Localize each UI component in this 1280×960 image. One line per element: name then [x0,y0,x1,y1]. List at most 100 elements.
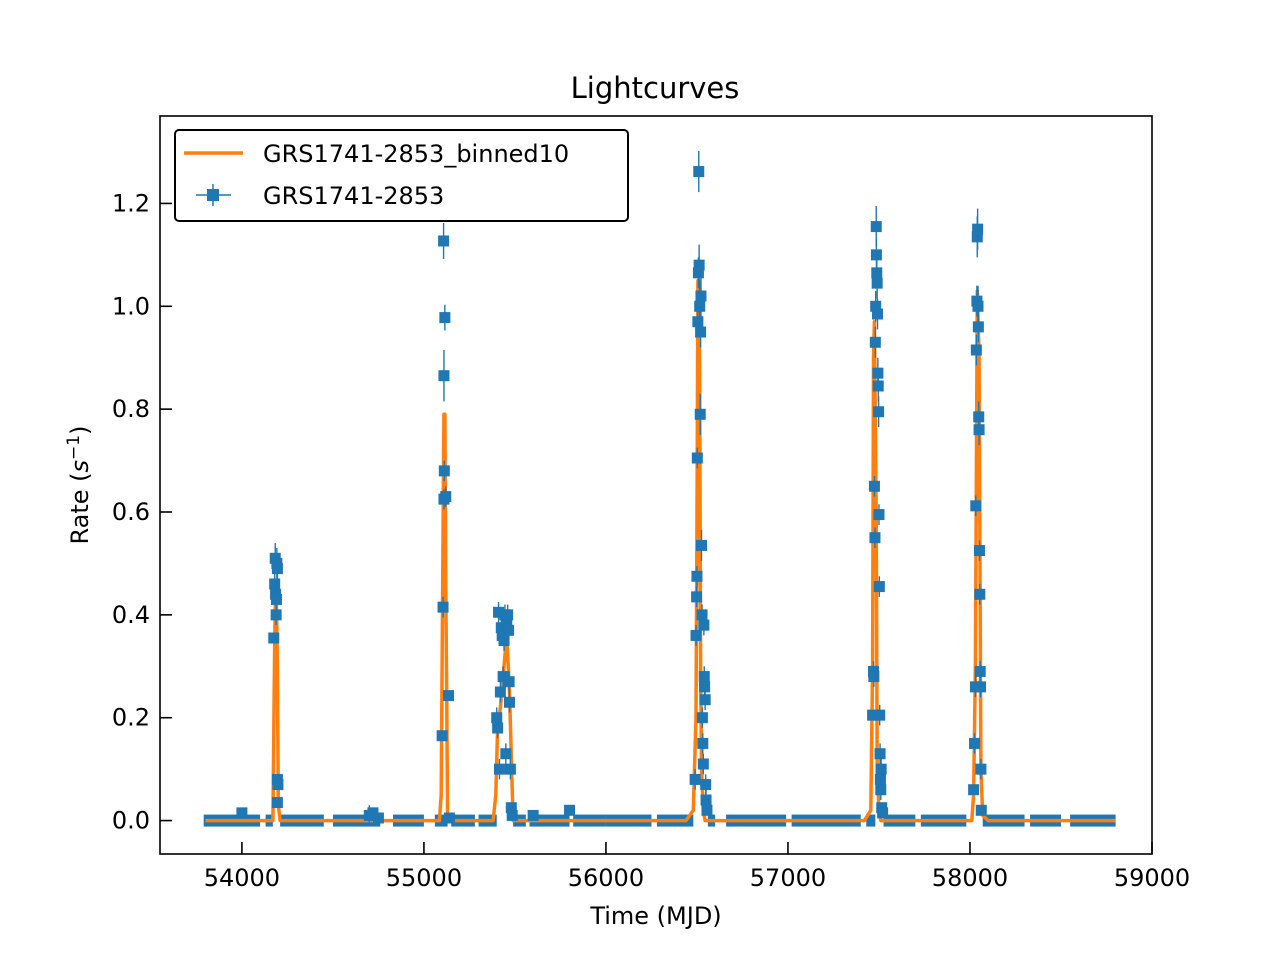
data-point [527,809,539,821]
x-tick-label: 57000 [750,864,826,892]
x-tick-label: 54000 [204,864,280,892]
legend-marker-swatch [207,189,219,201]
binned-series-line [205,278,1116,823]
y-tick-label: 0.0 [112,807,150,835]
data-point [873,576,885,597]
legend-label-raw: GRS1741-2853 [263,182,444,210]
data-point [503,692,515,713]
data-point [442,690,454,702]
data-point [492,717,504,739]
data-point [437,596,449,618]
y-axis-label-close: ) [66,426,94,435]
data-point [873,504,885,525]
svg-text:Rate (s−1): Rate (s−1) [64,426,94,545]
data-point [695,316,707,348]
data-point [271,797,283,809]
data-point [973,414,985,446]
legend-box [174,129,629,222]
legend: GRS1741-2853_binned10 GRS1741-2853 [174,129,629,222]
data-point [236,807,248,819]
y-tick-label: 0.4 [112,601,150,629]
data-point [874,704,886,726]
data-point [972,208,984,250]
data-point [691,447,703,469]
y-tick-label: 0.6 [112,498,150,526]
data-point [270,604,282,626]
data-point [874,743,886,764]
data-point [439,304,451,331]
data-point [867,709,879,721]
y-axis-label: Rate (s−1) [64,426,94,545]
data-point [701,804,713,816]
data-point [272,779,284,791]
y-axis-label-main: Rate ( [66,472,94,544]
data-point [875,758,887,780]
y-tick-label: 0.2 [112,704,150,732]
data-point [969,733,981,754]
data-point [696,707,708,728]
data-point [504,758,516,780]
x-tick-label: 58000 [932,864,1008,892]
data-point [691,586,703,608]
data-point [493,758,505,780]
x-tick-label: 56000 [568,864,644,892]
data-point [868,476,880,497]
data-point [871,267,883,299]
data-point [970,334,982,366]
y-axis-label-exponent: −1 [64,435,84,460]
data-point [699,689,711,710]
plot-area [203,150,1116,827]
data-point [697,733,709,754]
data-point [443,812,455,824]
data-point [493,602,505,623]
x-axis-label: Time (MJD) [589,902,721,930]
data-point [975,804,987,816]
data-point [694,393,706,435]
data-point [697,753,709,775]
data-point [506,809,518,821]
data-point [564,804,576,816]
data-point [869,527,881,548]
data-point [968,784,980,796]
data-point [869,326,881,358]
data-point [696,530,708,561]
data-point [694,280,706,332]
chart-title: Lightcurves [571,71,740,105]
y-tick-label: 1.2 [112,189,150,217]
data-point [438,460,450,482]
plot-frame [159,115,1153,855]
data-point [873,396,885,428]
data-point [691,566,703,587]
data-point [268,632,280,644]
y-tick-label: 1.0 [112,292,150,320]
data-point [698,614,710,636]
data-point [970,495,982,517]
x-tick-label: 55000 [386,864,462,892]
data-point [436,730,448,742]
data-point [502,604,514,626]
data-point [372,812,384,824]
data-point [693,244,705,286]
data-point [440,486,452,507]
data-point [271,553,283,584]
data-point [695,275,707,317]
legend-label-binned: GRS1741-2853_binned10 [263,140,569,168]
data-point [975,676,987,698]
data-point [503,620,515,641]
data-point [494,681,506,703]
data-point [438,222,450,259]
data-point [503,671,515,692]
data-point [973,540,985,561]
y-axis-label-unit: s [66,460,94,473]
x-tick-label: 59000 [1114,864,1190,892]
data-point [975,758,987,780]
data-point [974,584,986,605]
data-point [438,350,450,402]
x-axis-ticks: 54000 55000 56000 57000 58000 59000 [204,842,1190,892]
data-point [872,298,884,330]
data-point [693,150,705,193]
data-point [875,779,887,800]
y-tick-label: 0.8 [112,395,150,423]
baseline-segment [866,814,876,827]
